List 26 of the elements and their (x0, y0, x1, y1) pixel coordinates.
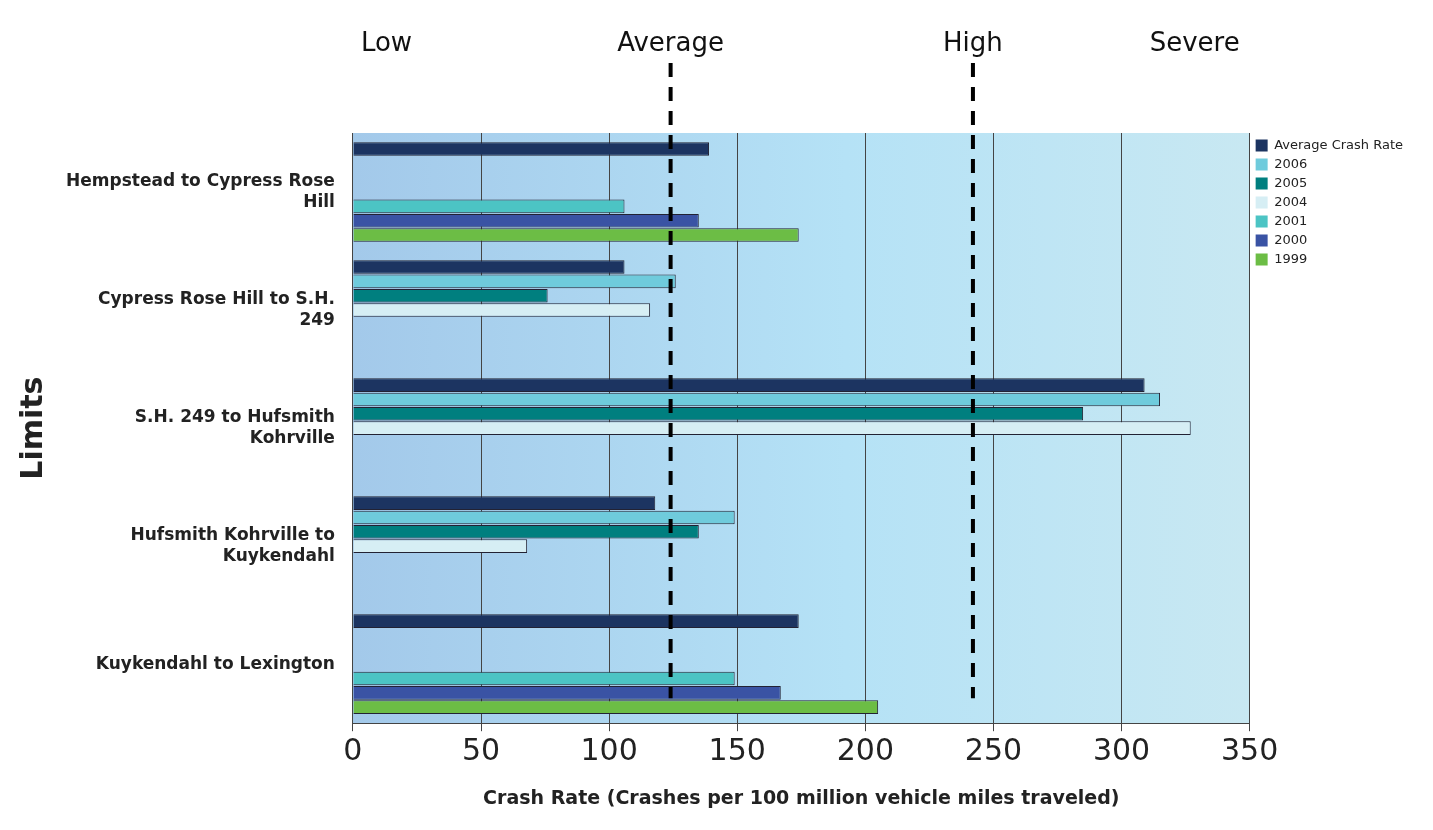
x-tick-label: 50 (461, 732, 501, 767)
x-axis-title: Crash Rate (Crashes per 100 million vehicle miles traveled) (483, 785, 1120, 808)
y-tick-label: Hempstead to Cypress Rose Hill (65, 170, 335, 211)
text: Low (360, 27, 413, 57)
x-tick-label: 200 (836, 732, 894, 767)
x-tick-label: 0 (343, 732, 363, 767)
ref-line-label: High (943, 27, 1003, 57)
legend-label: 2006 (1274, 155, 1308, 171)
text: Severe (1149, 27, 1240, 57)
y-tick-label: Cypress Rose Hill to S.H. 249 (98, 288, 335, 329)
legend-label: 1999 (1274, 250, 1308, 266)
legend-label: Average Crash Rate (1274, 136, 1403, 152)
x-tick-label: 250 (964, 732, 1023, 767)
x-tick-label: 350 (1221, 732, 1279, 767)
legend-label: 2004 (1274, 193, 1308, 209)
y-tick-label: Kuykendahl to Lexington (95, 652, 335, 673)
x-tick-label: 150 (708, 732, 766, 767)
ref-line-label: Average (617, 27, 724, 57)
x-tick-label: 100 (580, 732, 638, 767)
legend-label: 2005 (1274, 174, 1308, 190)
y-tick-label: S.H. 249 to Hufsmith Kohrville (134, 406, 335, 447)
x-tick-label: 300 (1092, 732, 1151, 767)
legend-label: 2000 (1274, 231, 1308, 247)
y-axis-title: Limits (13, 376, 49, 480)
y-tick-label: Hufsmith Kohrville to Kuykendahl (130, 524, 335, 565)
legend-label: 2001 (1274, 212, 1308, 228)
